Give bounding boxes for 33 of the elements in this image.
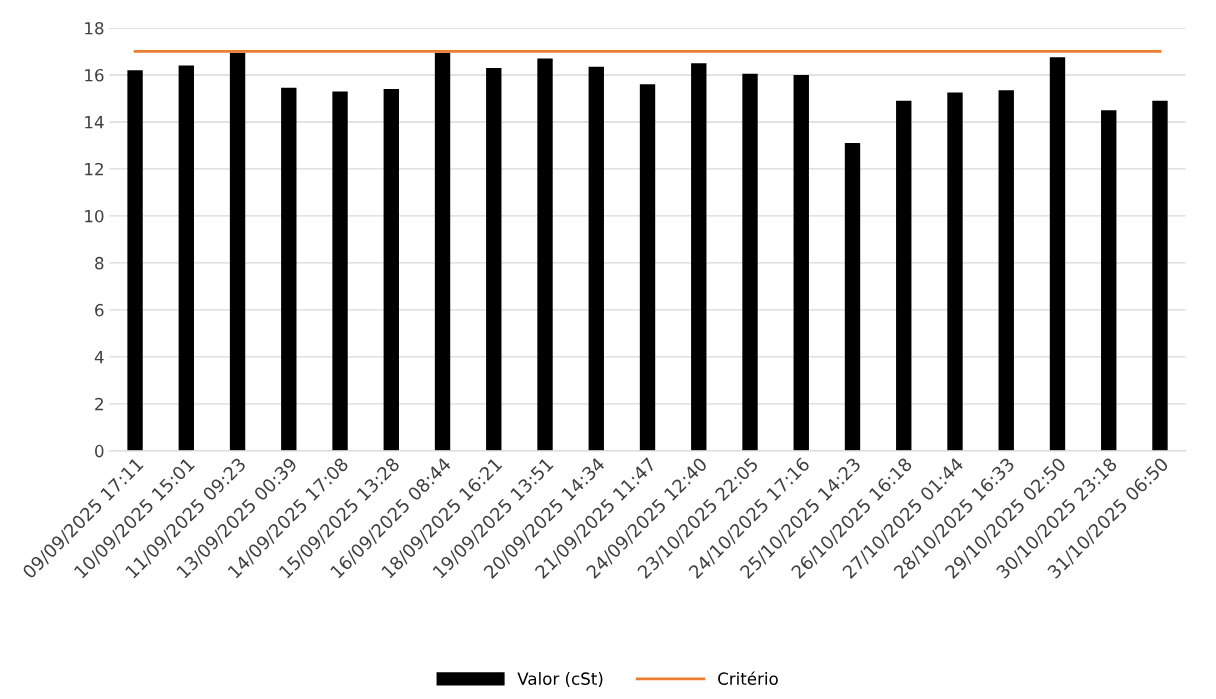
bar	[178, 65, 194, 451]
bar	[229, 52, 246, 451]
bar	[434, 52, 451, 451]
y-tick-label: 14	[85, 116, 104, 129]
bar	[537, 58, 553, 451]
y-tick-label: 8	[95, 256, 104, 270]
bar	[588, 66, 604, 451]
bar	[1101, 110, 1117, 451]
bar	[127, 70, 143, 451]
bar	[896, 100, 912, 451]
bar	[691, 63, 707, 451]
bar	[332, 91, 348, 451]
legend-label: Critério	[718, 671, 778, 685]
bar	[281, 87, 297, 451]
bar	[844, 143, 861, 451]
bar	[383, 89, 399, 451]
bar	[947, 92, 963, 451]
y-tick-label: 2	[95, 397, 103, 411]
bar	[1049, 57, 1066, 451]
y-tick-label: 0	[95, 444, 104, 458]
bar	[486, 67, 502, 451]
legend-label: Valor (cSt)	[517, 672, 603, 687]
bar	[1152, 100, 1168, 451]
y-tick-label: 18	[85, 21, 104, 35]
y-tick-label: 16	[85, 68, 104, 82]
y-tick-label: 6	[95, 303, 104, 317]
bar	[639, 84, 656, 451]
bar	[793, 74, 809, 451]
y-tick-label: 4	[94, 351, 104, 364]
y-tick-label: 10	[85, 209, 104, 223]
bar	[742, 73, 758, 451]
bar	[998, 90, 1014, 451]
y-tick-label: 12	[85, 162, 103, 176]
